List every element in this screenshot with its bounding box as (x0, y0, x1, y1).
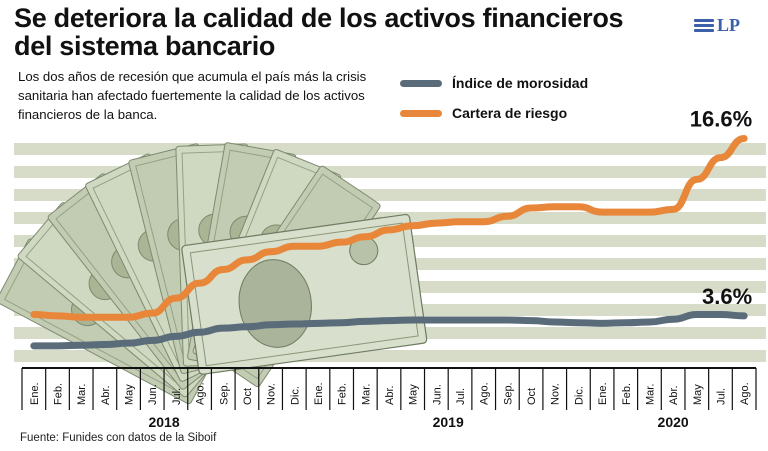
x-tick-label: Nov. (550, 383, 562, 405)
x-tick-label: Jul. (715, 388, 727, 405)
x-tick-label: Ene. (313, 382, 325, 405)
year-label: 2020 (658, 414, 689, 430)
x-tick-label: Mar. (644, 384, 656, 405)
x-tick-label: Nov. (266, 383, 278, 405)
flag-stripes-icon (694, 18, 714, 32)
legend-label-cartera: Cartera de riesgo (452, 105, 568, 121)
annotations: 16.6% 3.6% (690, 106, 752, 308)
x-tick-label: Ene. (597, 382, 609, 405)
x-tick-label: Oct (242, 388, 254, 405)
x-tick-label: May (692, 384, 704, 405)
x-tick-label: Jul. (171, 388, 183, 405)
annotation-morosidad-end: 3.6% (702, 284, 752, 309)
x-tick-label: Feb. (621, 383, 633, 405)
x-tick-label: Sep. (218, 382, 230, 405)
series-line-cartera (30, 134, 748, 321)
x-tick-label: Abr. (668, 385, 680, 405)
grid-band (14, 143, 766, 155)
x-tick-label: Feb. (53, 383, 65, 405)
x-tick-label: May (124, 384, 136, 405)
x-tick-label: Ene. (29, 382, 41, 405)
x-tick-label: Abr. (384, 385, 396, 405)
legend-item-morosidad: Índice de morosidad (400, 68, 588, 98)
x-tick-label: Mar. (76, 384, 88, 405)
x-tick-label: Mar. (360, 384, 372, 405)
year-label: 2018 (148, 414, 179, 430)
x-tick-label: May (408, 384, 420, 405)
legend-swatch-cartera (400, 109, 442, 117)
chart-subtitle: Los dos años de recesión que acumula el … (18, 69, 367, 122)
source-note: Fuente: Funides con datos de la Siboif (20, 432, 217, 444)
chart-legend: Índice de morosidad Cartera de riesgo (400, 68, 588, 128)
chart-title: Se deteriora la calidad de los activos f… (14, 3, 624, 61)
legend-label-morosidad: Índice de morosidad (452, 75, 589, 91)
x-tick-label: Ago. (739, 382, 751, 405)
x-tick-label: Feb. (337, 383, 349, 405)
x-tick-label: Jul. (455, 388, 467, 405)
logo-text: LP (717, 14, 741, 35)
annotation-cartera-end: 16.6% (690, 106, 752, 131)
x-tick-label: Jun. (431, 384, 443, 405)
money-bills-illustration (0, 142, 428, 405)
brand-logo: LP (694, 14, 740, 36)
x-axis: Ene. Feb. Mar. Abr. May Jun. Jul. Ago. Sep. Oct No… (21, 367, 757, 430)
x-tick-label: Ago. (195, 382, 207, 405)
x-tick-label: Dic. (573, 386, 585, 405)
x-tick-label: Oct (526, 388, 538, 405)
x-tick-label: Abr. (100, 385, 112, 405)
x-tick-label: Sep. (502, 382, 514, 405)
legend-swatch-morosidad (400, 79, 442, 87)
front-banknote-border (189, 222, 419, 367)
x-tick-label: Dic. (289, 386, 301, 405)
x-tick-label: Ago. (479, 382, 491, 405)
x-tick-label: Jun. (147, 384, 159, 405)
year-label: 2019 (433, 414, 464, 430)
legend-item-cartera: Cartera de riesgo (400, 98, 588, 128)
series-line-morosidad (30, 311, 748, 350)
series-lines (30, 134, 748, 350)
